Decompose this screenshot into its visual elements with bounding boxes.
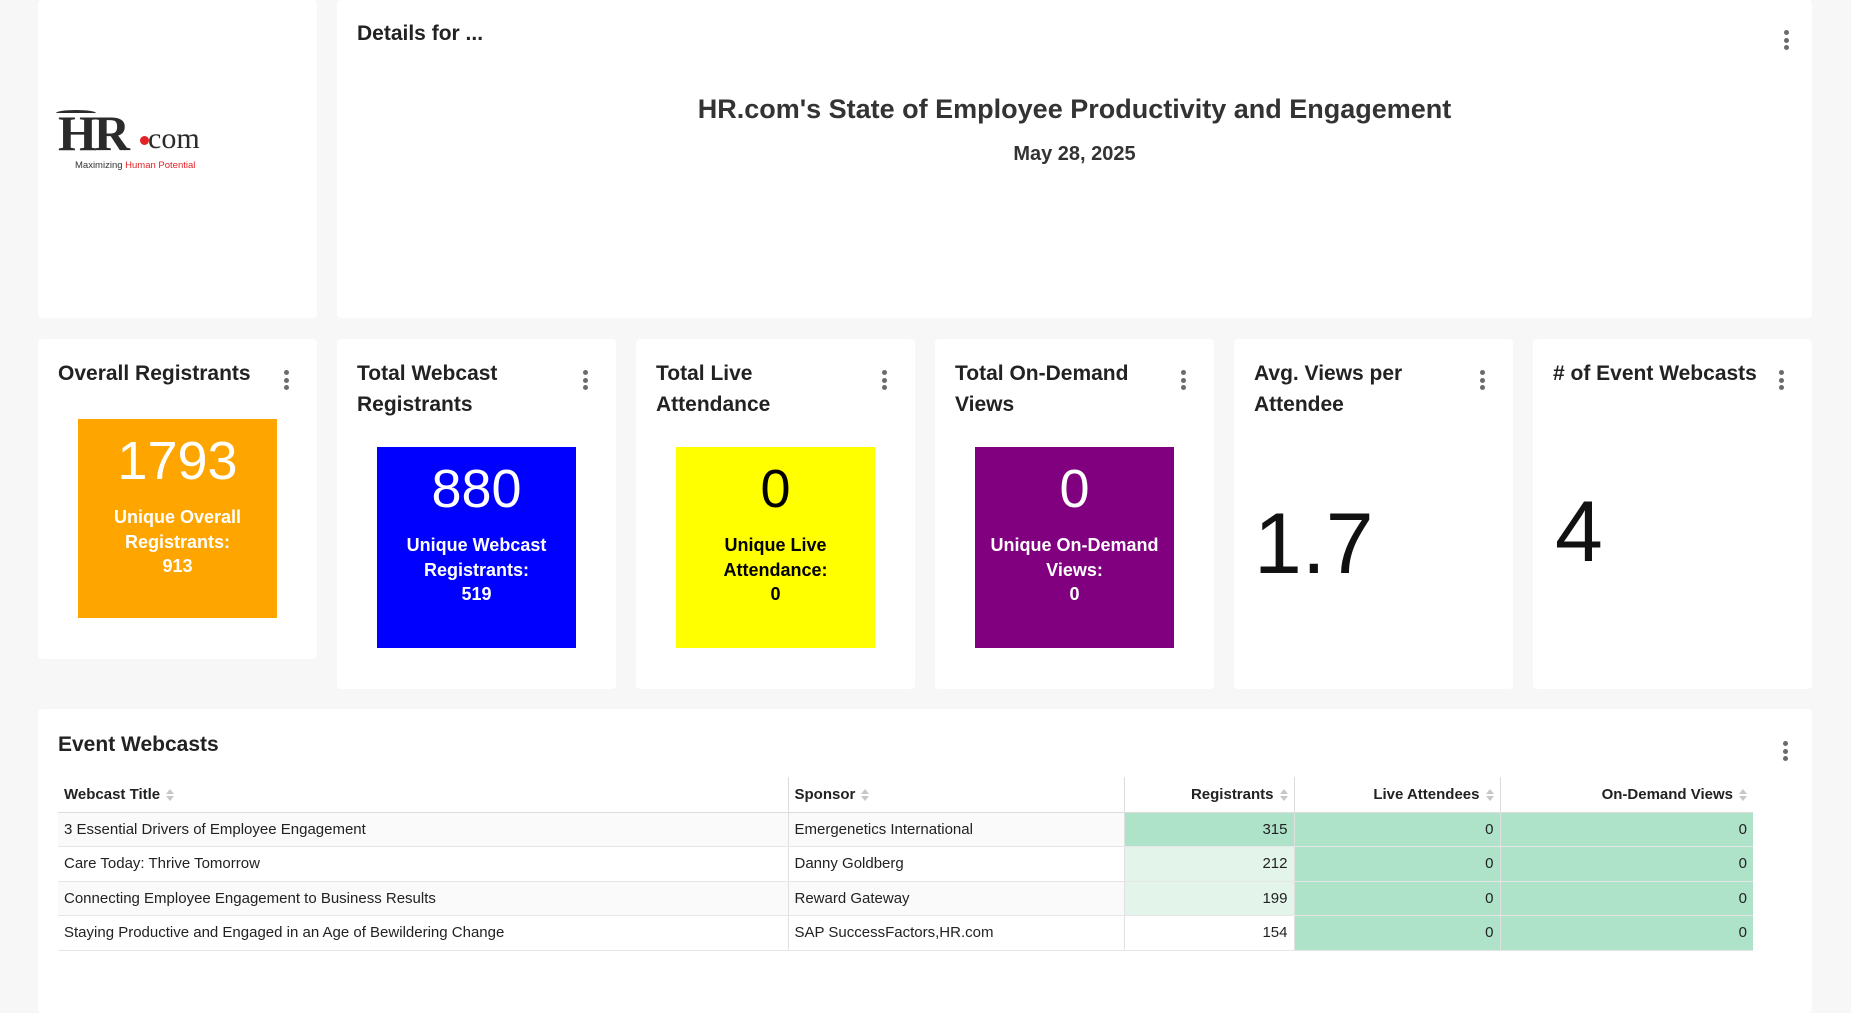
kpi-value: 1793 [117,431,238,491]
table-row: 3 Essential Drivers of Employee Engageme… [58,812,1753,847]
kpi-card-overall-registrants: Overall Registrants 1793 Unique Overall … [38,339,317,659]
kpi-sub: Unique On-Demand Views: 0 [990,535,1159,604]
sort-icon [1739,788,1747,801]
cell-on-demand-views: 0 [1500,915,1753,951]
cell-live-attendees: 0 [1294,846,1501,882]
logo-dot [140,136,149,145]
logo-card: HR com Maximizing Human Potential [38,0,317,318]
details-heading: Details for ... [357,22,484,45]
event-webcasts-card: Event Webcasts Webcast Title Sponsor Reg… [38,709,1812,1013]
sort-icon [1485,788,1494,801]
cell-sponsor: Emergenetics International [788,812,1125,847]
cell-registrants: 315 [1124,812,1295,847]
column-header-registrants[interactable]: Registrants [1124,777,1295,813]
logo-brand: HR [58,105,130,161]
cell-webcast-title: Care Today: Thrive Tomorrow [58,846,789,882]
kpi-menu-icon[interactable] [1176,368,1190,392]
kpi-title: Total On-Demand Views [955,362,1129,416]
column-header-webcast-title[interactable]: Webcast Title [58,777,789,813]
table-row: Staying Productive and Engaged in an Age… [58,915,1753,951]
cell-registrants: 199 [1124,881,1295,916]
sort-icon [1279,788,1288,801]
cell-live-attendees: 0 [1294,812,1501,847]
cell-on-demand-views: 0 [1500,881,1753,916]
cell-webcast-title: Connecting Employee Engagement to Busine… [58,881,789,916]
kpi-title: Total Webcast Registrants [357,362,498,416]
kpi-title: Total Live Attendance [656,362,771,416]
kpi-menu-icon[interactable] [1475,368,1489,392]
webcasts-menu-icon[interactable] [1778,739,1792,763]
sort-icon [166,788,175,801]
column-header-live-attendees[interactable]: Live Attendees [1294,777,1501,813]
cell-on-demand-views: 0 [1500,812,1753,847]
kpi-value-box: 1793 Unique Overall Registrants: 913 [78,419,277,618]
kpi-card-event-webcasts: # of Event Webcasts 4 [1533,339,1812,689]
cell-on-demand-views: 0 [1500,846,1753,882]
cell-webcast-title: Staying Productive and Engaged in an Age… [58,915,789,951]
cell-webcast-title: 3 Essential Drivers of Employee Engageme… [58,812,789,847]
column-header-sponsor[interactable]: Sponsor [788,777,1125,813]
hr-com-logo: HR com Maximizing Human Potential [56,105,208,171]
cell-registrants: 212 [1124,846,1295,882]
kpi-value: 0 [760,459,791,519]
sort-icon [861,788,870,801]
table-row: Connecting Employee Engagement to Busine… [58,881,1753,916]
logo-domain: com [148,122,200,155]
kpi-sub: Unique Overall Registrants: 913 [113,507,242,576]
column-header-on-demand-views[interactable]: On-Demand Views [1500,777,1753,813]
details-card: Details for ... HR.com's State of Employ… [337,0,1812,318]
kpi-menu-icon[interactable] [578,368,592,392]
kpi-value: 0 [1059,459,1090,519]
kpi-card-avg-views: Avg. Views per Attendee 1.7 [1234,339,1513,689]
kpi-sub: Unique Webcast Registrants: 519 [406,535,547,604]
kpi-title: # of Event Webcasts [1553,362,1757,385]
kpi-value-box: 0 Unique On-Demand Views: 0 [975,447,1174,648]
cell-live-attendees: 0 [1294,915,1501,951]
kpi-card-on-demand-views: Total On-Demand Views 0 Unique On-Demand… [935,339,1214,689]
cell-live-attendees: 0 [1294,881,1501,916]
table-header-row: Webcast Title Sponsor Registrants Live A… [58,777,1753,813]
webcasts-table: Webcast Title Sponsor Registrants Live A… [58,777,1753,951]
kpi-value: 880 [431,459,522,519]
cell-sponsor: Reward Gateway [788,881,1125,916]
kpi-title: Avg. Views per Attendee [1254,362,1403,416]
kpi-card-webcast-registrants: Total Webcast Registrants 880 Unique Web… [337,339,616,689]
event-date: May 28, 2025 [1013,143,1136,165]
cell-registrants: 154 [1124,915,1295,951]
kpi-value: 4 [1555,484,1603,580]
cell-sponsor: SAP SuccessFactors,HR.com [788,915,1125,951]
webcasts-heading: Event Webcasts [58,733,219,756]
details-menu-icon[interactable] [1779,28,1793,52]
kpi-value: 1.7 [1254,496,1374,592]
event-title: HR.com's State of Employee Productivity … [697,94,1452,124]
kpi-menu-icon[interactable] [877,368,891,392]
table-row: Care Today: Thrive Tomorrow Danny Goldbe… [58,846,1753,882]
cell-sponsor: Danny Goldberg [788,846,1125,882]
kpi-menu-icon[interactable] [279,368,293,392]
logo-tagline: Maximizing Human Potential [75,160,196,171]
kpi-value-box: 880 Unique Webcast Registrants: 519 [377,447,576,648]
kpi-value-box: 0 Unique Live Attendance: 0 [676,447,875,648]
kpi-sub: Unique Live Attendance: 0 [723,535,828,604]
kpi-card-live-attendance: Total Live Attendance 0 Unique Live Atte… [636,339,915,689]
kpi-menu-icon[interactable] [1774,368,1788,392]
kpi-title: Overall Registrants [58,362,251,385]
logo-swoosh [56,110,96,116]
